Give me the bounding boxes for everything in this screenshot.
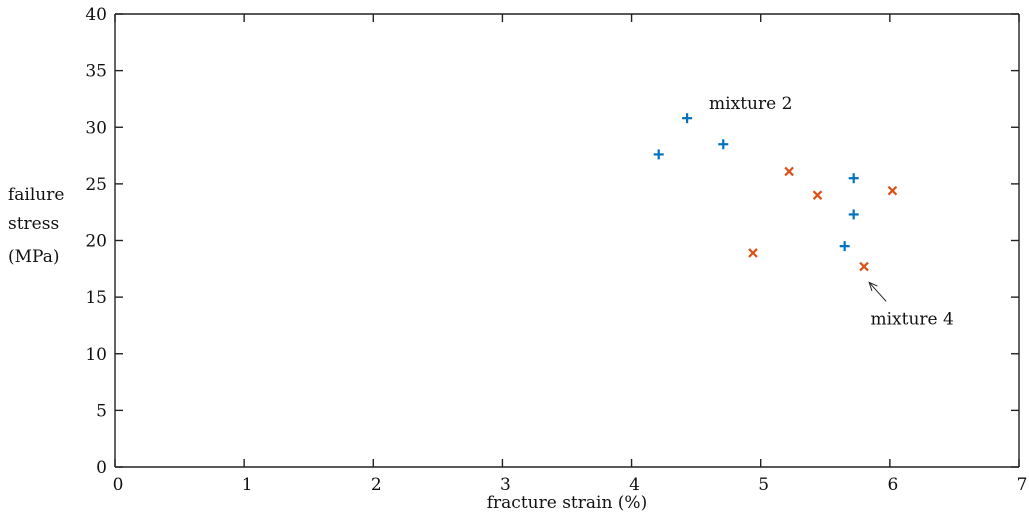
x-marker-diagonal-b — [812, 190, 823, 200]
x-marker-point — [784, 166, 794, 177]
annotation-label: mixture 2 — [709, 94, 792, 114]
x-marker-diagonal-b — [859, 261, 869, 272]
plus-marker-point — [682, 113, 693, 124]
plus-marker-point — [848, 209, 859, 220]
y-axis-label-line-1: failure — [8, 185, 64, 205]
y-tick-label: 30 — [85, 118, 107, 138]
data-points — [653, 113, 898, 272]
annotation-label: mixture 4 — [870, 309, 953, 329]
annotations: mixture 2 mixture 4 — [709, 94, 954, 329]
x-tick-label: 0 — [113, 475, 124, 495]
x-marker-diagonal-b — [748, 248, 758, 258]
y-tick-label: 0 — [96, 458, 107, 478]
y-tick-label: 5 — [96, 401, 107, 421]
y-axis-label-line-3: (MPa) — [8, 247, 59, 267]
y-tick-label: 20 — [85, 232, 107, 252]
x-marker-point — [812, 190, 823, 200]
y-tick-label: 35 — [85, 62, 107, 82]
x-marker-point — [859, 261, 869, 272]
x-marker-point — [748, 248, 758, 258]
y-tick-label: 10 — [85, 345, 107, 365]
x-marker-diagonal-b — [784, 166, 794, 177]
plus-marker-point — [839, 241, 850, 252]
x-axis-label: fracture strain (%) — [487, 493, 647, 513]
annotation-arrow-head — [868, 281, 878, 292]
plot-area — [115, 14, 1019, 467]
x-tick-label: 4 — [629, 475, 640, 495]
x-tick-label: 5 — [758, 475, 769, 495]
x-tick-label: 3 — [500, 475, 511, 495]
x-marker-point — [887, 185, 898, 196]
x-tick-label: 1 — [242, 475, 253, 495]
y-tick-label: 15 — [85, 288, 107, 308]
y-tick-label: 25 — [85, 175, 107, 195]
y-axis-label-line-2: stress — [8, 214, 59, 234]
x-marker-diagonal-b — [887, 185, 898, 196]
plus-marker-point — [653, 149, 664, 160]
ticks: 0 1 2 3 4 5 6 7 0 5 10 15 20 25 30 35 40 — [85, 5, 1027, 495]
plus-marker-point — [848, 173, 859, 184]
plus-marker-point — [718, 139, 729, 150]
x-tick-label: 7 — [1017, 475, 1028, 495]
y-tick-label: 40 — [85, 5, 107, 25]
annotation-arrow-shaft — [868, 282, 887, 302]
x-tick-label: 6 — [887, 475, 898, 495]
x-tick-label: 2 — [371, 475, 382, 495]
